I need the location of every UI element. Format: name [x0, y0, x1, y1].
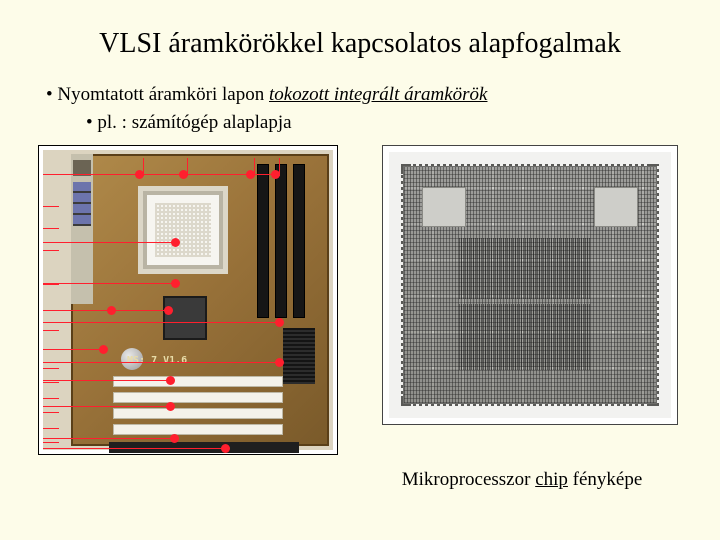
ram-slot-icon — [257, 164, 269, 318]
bullet-1-emph: tokozott integrált áramkörök — [269, 84, 487, 105]
ram-slot-icon — [275, 164, 287, 318]
callout-leader — [43, 448, 225, 449]
callout-leader — [43, 322, 279, 323]
callout-leader — [43, 283, 175, 284]
callout-tick — [43, 284, 59, 285]
callout-tick — [43, 398, 59, 399]
callout-tick — [43, 428, 59, 429]
bullet-list: Nyomtatott áramköri lapon tokozott integ… — [46, 82, 682, 135]
callout-leader — [43, 406, 170, 407]
callout-tick — [43, 412, 59, 413]
figure-motherboard: MS: 7 V1.6 — [38, 145, 338, 455]
chipset-icon — [163, 296, 207, 340]
callout-tick — [43, 442, 59, 443]
caption-post: fényképe — [568, 469, 642, 490]
callout-tick — [43, 228, 59, 229]
callout-tick — [43, 250, 59, 251]
pci-slot-icon — [113, 376, 283, 387]
bullet-2: pl. : számítógép alaplapja — [86, 110, 682, 136]
callout-leader — [43, 438, 174, 439]
callout-tick — [43, 368, 59, 369]
caption-chip: chip — [535, 469, 568, 490]
pci-slot-icon — [113, 392, 283, 403]
callout-leader — [43, 380, 170, 381]
figure-caption: Mikroprocesszor chip fényképe — [362, 469, 682, 491]
callout-leader — [43, 242, 175, 243]
board-silkscreen-label: MS: 7 V1.6 — [127, 356, 187, 366]
ide-header-icon — [283, 328, 315, 384]
callout-leader — [43, 362, 279, 363]
bullet-1-plain: Nyomtatott áramköri lapon — [57, 84, 269, 105]
callout-leader — [43, 349, 103, 350]
io-ports-icon — [71, 154, 93, 304]
callout-tick — [43, 330, 59, 331]
bullet-1: Nyomtatott áramköri lapon tokozott integ… — [46, 82, 682, 108]
slide-title: VLSI áramkörökkel kapcsolatos alapfogalm… — [38, 28, 682, 60]
motherboard-pcb: MS: 7 V1.6 — [71, 154, 329, 446]
figure-die-photo — [382, 145, 678, 425]
caption-pre: Mikroprocesszor — [402, 469, 536, 490]
callout-tick — [43, 382, 59, 383]
pci-slot-icon — [113, 424, 283, 435]
pci-slot-icon — [113, 408, 283, 419]
callout-leader — [43, 310, 168, 311]
ram-slot-icon — [293, 164, 305, 318]
callout-leader — [43, 174, 275, 175]
cpu-socket-icon — [138, 186, 228, 274]
callout-tick — [43, 206, 59, 207]
die-core-icon — [403, 166, 657, 404]
